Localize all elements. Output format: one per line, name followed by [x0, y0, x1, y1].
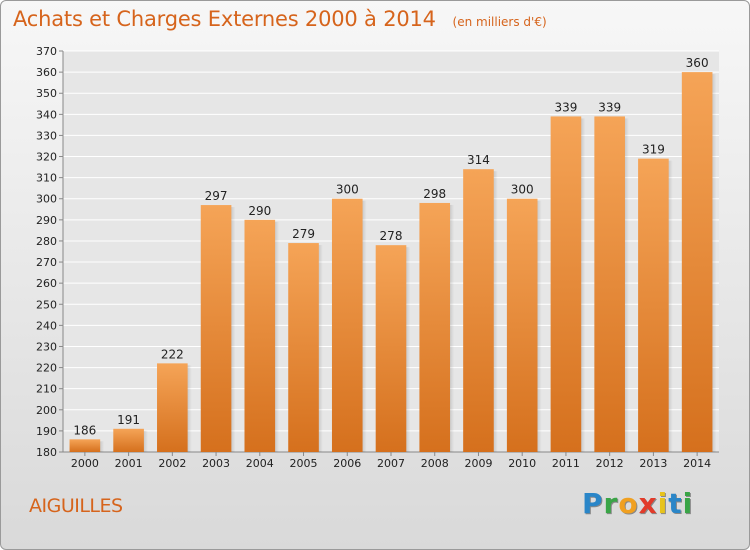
- x-tick-label: 2000: [71, 457, 99, 470]
- bar-value-label: 279: [292, 227, 315, 241]
- y-tick-label: 260: [36, 277, 57, 290]
- bar-2010: [506, 198, 538, 452]
- bar-shadow: [275, 221, 280, 452]
- bar-2011: [550, 116, 582, 452]
- bar-value-label: 360: [686, 56, 709, 70]
- bar-shadow: [450, 204, 455, 452]
- bar-2009: [463, 169, 494, 453]
- y-tick-label: 350: [36, 87, 57, 100]
- y-tick-label: 240: [36, 319, 57, 332]
- y-tick-label: 300: [36, 193, 57, 206]
- bar-2006: [331, 198, 363, 452]
- bar-2005: [288, 243, 319, 452]
- bar-value-label: 298: [423, 187, 446, 201]
- bar-2008: [419, 202, 451, 452]
- chart-title-block: Achats et Charges Externes 2000 à 2014 (…: [13, 7, 547, 31]
- x-tick-label: 2012: [596, 457, 624, 470]
- bar-value-label: 290: [248, 204, 271, 218]
- bar-2013: [638, 158, 669, 452]
- bar-value-label: 191: [117, 413, 140, 427]
- x-tick-label: 2010: [508, 457, 536, 470]
- y-tick-label: 320: [36, 151, 57, 164]
- y-tick-label: 290: [36, 214, 57, 227]
- chart-title: Achats et Charges Externes 2000 à 2014: [13, 7, 436, 31]
- y-tick-label: 220: [36, 362, 57, 375]
- y-tick-label: 200: [36, 404, 57, 417]
- bar-value-label: 319: [642, 143, 665, 157]
- bar-2007: [375, 245, 407, 452]
- bar-shadow: [143, 430, 148, 452]
- bar-shadow: [100, 441, 105, 452]
- bar-shadow: [537, 200, 542, 452]
- bar-2001: [113, 428, 144, 452]
- bar-2000: [69, 439, 101, 452]
- bar-value-label: 186: [73, 423, 96, 437]
- x-tick-label: 2008: [421, 457, 449, 470]
- x-tick-label: 2014: [683, 457, 711, 470]
- y-tick-label: 310: [36, 172, 57, 185]
- bar-value-label: 297: [205, 189, 228, 203]
- bar-value-label: 278: [380, 229, 403, 243]
- bar-shadow: [668, 160, 673, 452]
- bar-shadow: [624, 118, 629, 452]
- commune-name: AIGUILLES: [29, 495, 123, 517]
- bar-value-label: 300: [511, 183, 534, 197]
- x-tick-label: 2001: [115, 457, 143, 470]
- x-tick-label: 2013: [639, 457, 667, 470]
- bar-shadow: [187, 365, 192, 452]
- bar-shadow: [318, 245, 323, 452]
- bar-shadow: [231, 207, 236, 452]
- bar-2012: [594, 116, 625, 452]
- bar-2002: [157, 363, 188, 452]
- bar-2004: [244, 219, 276, 452]
- x-tick-label: 2003: [202, 457, 230, 470]
- y-tick-label: 250: [36, 298, 57, 311]
- bar-shadow: [493, 171, 498, 453]
- y-tick-label: 210: [36, 383, 57, 396]
- y-tick-label: 280: [36, 235, 57, 248]
- bar-shadow: [712, 74, 717, 453]
- proxiti-logo[interactable]: Proxiti: [582, 487, 694, 520]
- x-tick-label: 2011: [552, 457, 580, 470]
- x-tick-label: 2005: [290, 457, 318, 470]
- bar-value-label: 339: [554, 100, 577, 114]
- bar-shadow: [581, 118, 586, 452]
- y-tick-label: 360: [36, 66, 57, 79]
- bar-shadow: [362, 200, 367, 452]
- chart-unit-note: (en milliers d'€): [452, 15, 547, 29]
- bar-value-label: 314: [467, 153, 490, 167]
- bar-value-label: 339: [598, 100, 621, 114]
- y-tick-label: 190: [36, 425, 57, 438]
- x-tick-label: 2004: [246, 457, 274, 470]
- y-tick-label: 180: [36, 446, 57, 459]
- y-tick-label: 370: [36, 45, 57, 58]
- y-tick-label: 270: [36, 256, 57, 269]
- bar-value-label: 222: [161, 347, 184, 361]
- x-tick-label: 2002: [158, 457, 186, 470]
- bar-shadow: [406, 247, 411, 452]
- bar-value-label: 300: [336, 183, 359, 197]
- y-tick-label: 330: [36, 129, 57, 142]
- bar-2003: [200, 205, 232, 452]
- x-tick-label: 2006: [333, 457, 361, 470]
- y-tick-label: 340: [36, 108, 57, 121]
- x-tick-label: 2009: [464, 457, 492, 470]
- x-tick-label: 2007: [377, 457, 405, 470]
- bar-2014: [681, 72, 713, 453]
- y-tick-label: 230: [36, 340, 57, 353]
